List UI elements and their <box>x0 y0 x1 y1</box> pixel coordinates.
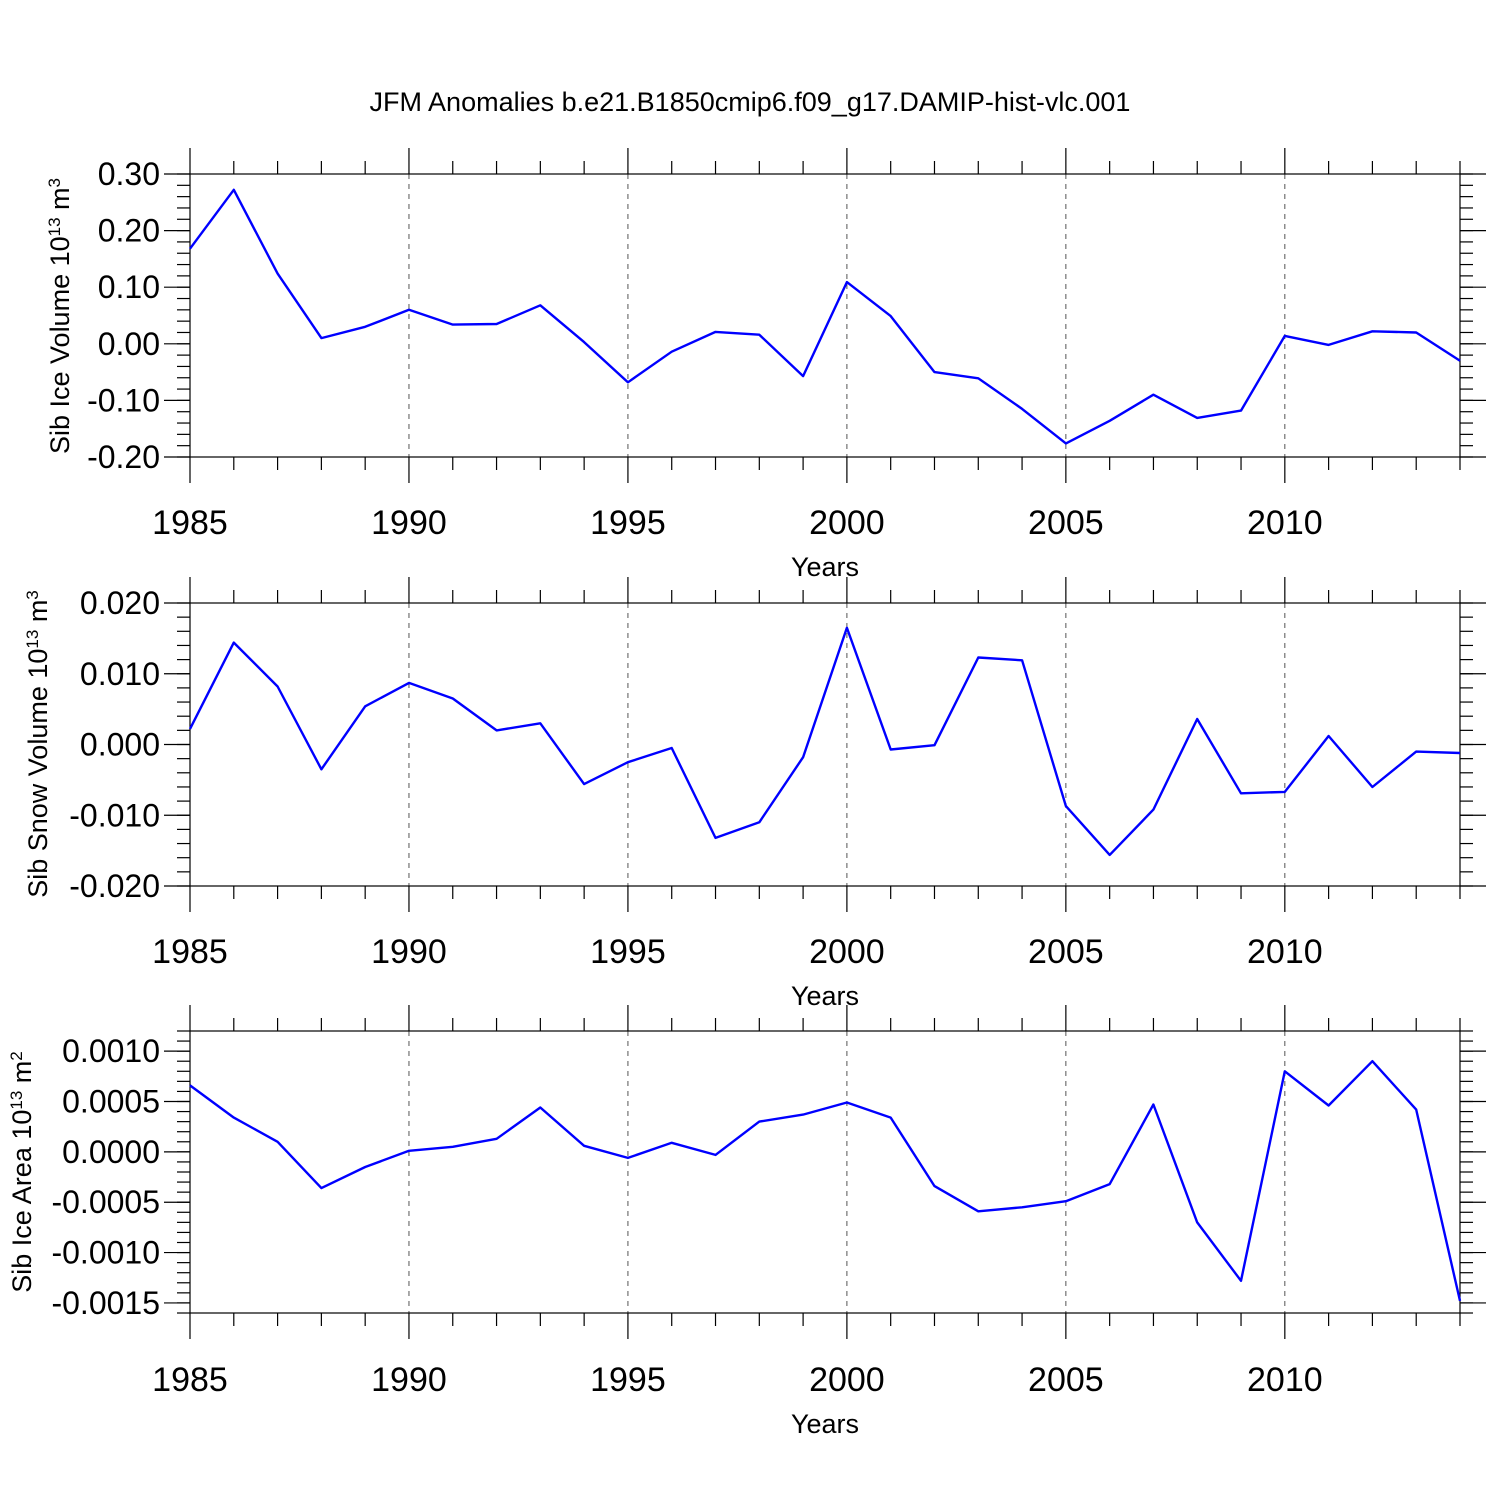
y-tick-label-3: 0.10 <box>98 269 160 305</box>
x-tick-label-1990: 1990 <box>371 933 447 971</box>
y-axis-label: Sib Ice Volume 1013 m3 <box>45 178 75 454</box>
x-tick-label-2010: 2010 <box>1247 933 1323 971</box>
y-tick-label-4: 0.020 <box>80 585 160 621</box>
series-line <box>189 1059 1462 1302</box>
x-tick-label-2010: 2010 <box>1247 504 1323 542</box>
y-tick-label-3: 0.010 <box>80 656 160 692</box>
x-tick-label-1985: 1985 <box>152 504 228 542</box>
panel-snow-volume: 1985 1990 1995 2000 2005 2010 Years -0.020 -0.01… <box>23 577 1486 1011</box>
y-axis-label-text: Sib Snow Volume 10 <box>23 649 53 898</box>
x-tick-label-2010: 2010 <box>1247 1361 1323 1399</box>
plot-frame <box>189 173 1461 458</box>
y-tick-label-0: -0.0015 <box>51 1285 160 1321</box>
y-axis-label-text: m <box>7 1061 37 1091</box>
y-axis-label-text: Sib Ice Volume 10 <box>45 236 75 454</box>
y-tick-label-1: -0.010 <box>69 797 160 833</box>
x-tick-label-2005: 2005 <box>1028 504 1104 542</box>
y-axis-label-superscript: 13 <box>7 1091 26 1110</box>
x-tick-label-2000: 2000 <box>809 504 885 542</box>
y-tick-label-0: -0.20 <box>87 439 160 475</box>
y-tick-label-4: 0.0005 <box>62 1084 160 1120</box>
y-axis-label-superscript: 2 <box>7 1051 26 1060</box>
y-axis-label-text: m <box>45 187 75 217</box>
x-tick-label-2005: 2005 <box>1028 933 1104 971</box>
x-tick-label-1990: 1990 <box>371 1361 447 1399</box>
x-tick-label-1995: 1995 <box>590 1361 666 1399</box>
x-axis-label: Years <box>791 1409 859 1439</box>
x-tick-label-1985: 1985 <box>152 933 228 971</box>
x-tick-label-1995: 1995 <box>590 504 666 542</box>
y-tick-label-2: -0.0005 <box>51 1184 160 1220</box>
x-tick-label-2005: 2005 <box>1028 1361 1104 1399</box>
panel-ice-area: 1985 1990 1995 2000 2005 2010 Years -0.0015 -0.0… <box>7 1005 1486 1439</box>
y-tick-label-0: -0.020 <box>69 868 160 904</box>
x-tick-label-2000: 2000 <box>809 1361 885 1399</box>
y-axis-label-text: m <box>23 600 53 630</box>
y-axis-label-superscript: 13 <box>45 217 64 236</box>
x-tick-label-1990: 1990 <box>371 504 447 542</box>
y-tick-label-5: 0.0010 <box>62 1033 160 1069</box>
y-axis-label: Sib Ice Area 1013 m2 <box>7 1051 37 1293</box>
figure-title: JFM Anomalies b.e21.B1850cmip6.f09_g17.D… <box>370 87 1131 117</box>
x-tick-label-1995: 1995 <box>590 933 666 971</box>
plot-frame <box>189 602 1461 887</box>
y-tick-label-5: 0.30 <box>98 156 160 192</box>
y-axis-label-superscript: 3 <box>45 178 64 187</box>
x-tick-label-2000: 2000 <box>809 933 885 971</box>
x-axis-label: Years <box>791 552 859 582</box>
y-tick-label-1: -0.0010 <box>51 1235 160 1271</box>
y-axis-label-superscript: 13 <box>23 630 42 649</box>
plot-frame <box>189 1030 1461 1314</box>
y-tick-label-1: -0.10 <box>87 382 160 418</box>
x-axis-label: Years <box>791 981 859 1011</box>
y-tick-label-3: 0.0000 <box>62 1134 160 1170</box>
x-tick-label-1985: 1985 <box>152 1361 228 1399</box>
y-axis-label-text: Sib Ice Area 10 <box>7 1110 37 1293</box>
panel-ice-volume: 1985 1990 1995 2000 2005 2010 Years -0.20 -0.10 0… <box>45 148 1486 582</box>
series-line <box>189 188 1461 445</box>
y-tick-label-2: 0.00 <box>98 326 160 362</box>
y-tick-label-2: 0.000 <box>80 727 160 763</box>
y-axis-label-superscript: 3 <box>23 590 42 599</box>
series-line <box>188 626 1461 857</box>
y-tick-label-4: 0.20 <box>98 213 160 249</box>
y-axis-label: Sib Snow Volume 1013 m3 <box>23 590 53 898</box>
